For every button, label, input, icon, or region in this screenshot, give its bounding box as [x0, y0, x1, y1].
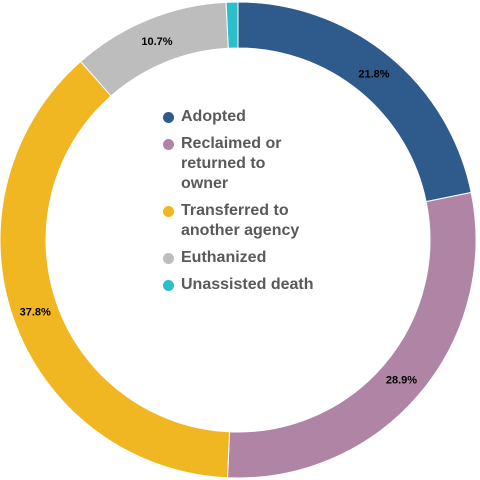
legend-swatch-unassisted-death [163, 280, 174, 291]
legend-swatch-euthanized [163, 253, 174, 264]
data-label-euthanized: 10.7% [141, 36, 172, 48]
data-label-reclaimed: 28.9% [386, 375, 417, 387]
legend-swatch-transferred [163, 206, 174, 217]
legend-label-unassisted-death: Unassisted death [181, 276, 314, 293]
data-label-transferred: 37.8% [20, 307, 51, 319]
legend-swatch-reclaimed [163, 139, 174, 150]
legend-item-adopted: Adopted [163, 107, 363, 127]
chart-legend: Adopted Reclaimed or returned to owner T… [163, 107, 363, 302]
slice-euthanized [79, 1, 229, 97]
legend-label-reclaimed: Reclaimed or returned to owner [181, 135, 282, 192]
legend-label-transferred: Transferred to another agency [181, 202, 300, 239]
legend-label-adopted: Adopted [181, 108, 246, 125]
legend-item-euthanized: Euthanized [163, 248, 363, 268]
legend-label-euthanized: Euthanized [181, 249, 267, 266]
legend-item-transferred: Transferred to another agency [163, 201, 363, 241]
legend-swatch-adopted [163, 112, 174, 123]
legend-item-reclaimed: Reclaimed or returned to owner [163, 134, 363, 194]
legend-item-unassisted-death: Unassisted death [163, 275, 363, 295]
slice-transferred [0, 60, 231, 479]
slice-unassisted-death [225, 1, 239, 49]
data-label-adopted: 21.8% [358, 68, 389, 80]
